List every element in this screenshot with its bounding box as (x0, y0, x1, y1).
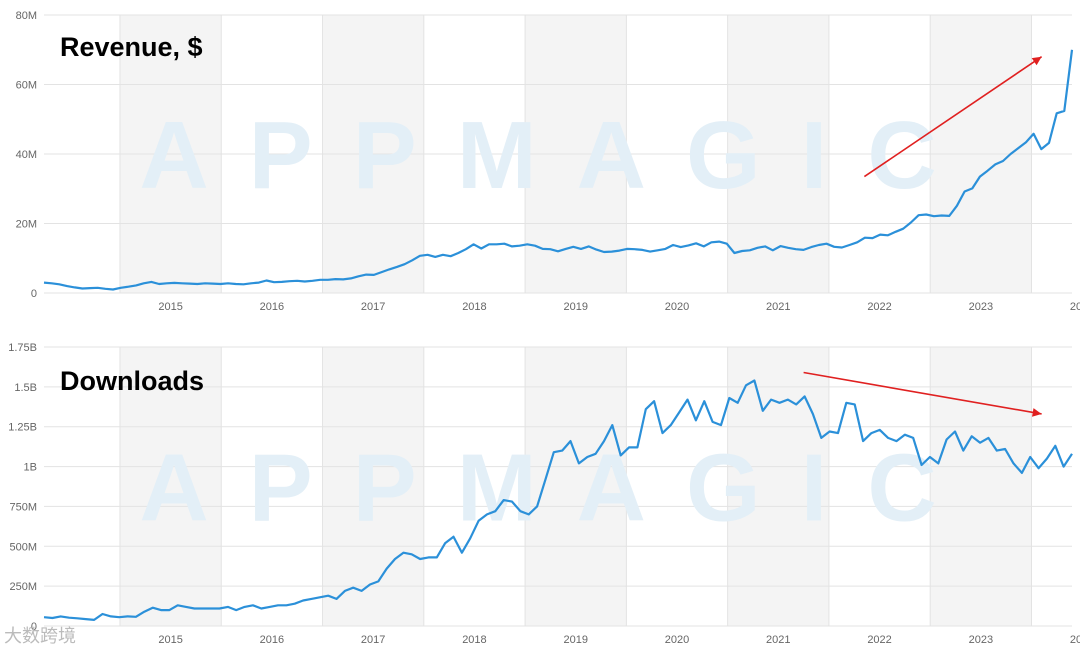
downloads-y-tick-label: 1.25B (8, 422, 37, 434)
revenue-trend-arrowhead (1031, 56, 1042, 66)
revenue-chart-title: Revenue, $ (60, 32, 203, 62)
downloads-year-band (727, 347, 829, 626)
downloads-x-tick-label: 2018 (462, 634, 486, 646)
revenue-y-tick-label: 20M (16, 219, 37, 231)
revenue-x-tick-label: 2020 (665, 301, 689, 313)
downloads-y-tick-label: 250M (9, 581, 37, 593)
downloads-x-tick-label: 2015 (158, 634, 182, 646)
downloads-trend-arrowhead (1032, 408, 1042, 417)
downloads-year-band (930, 347, 1032, 626)
corner-watermark: 大数跨境 (4, 626, 76, 647)
downloads-x-tick-label: 2019 (563, 634, 587, 646)
downloads-y-tick-label: 1.75B (8, 342, 37, 354)
revenue-y-tick-label: 40M (16, 149, 37, 161)
revenue-y-tick-label: 80M (16, 10, 37, 22)
downloads-x-tick-label: 2022 (867, 634, 891, 646)
downloads-x-tick-label: 2016 (260, 634, 284, 646)
revenue-y-tick-label: 60M (16, 80, 37, 92)
revenue-x-tick-label: 2024 (1070, 301, 1080, 313)
downloads-year-band (322, 347, 424, 626)
downloads-series-line (43, 379, 1073, 621)
revenue-chart: 0 20M 40M 60M 80M APPMAGIC 2015 2016 2017 2018 201… (0, 0, 1080, 320)
revenue-x-tick-label: 2015 (158, 301, 182, 313)
downloads-y-tick-label: 500M (9, 541, 37, 553)
downloads-trend-arrow (803, 371, 1042, 415)
downloads-year-band (119, 347, 222, 626)
downloads-x-tick-label: 2024 (1070, 634, 1080, 646)
revenue-watermark: APPMAGIC (139, 102, 976, 209)
downloads-x-tick-label: 2021 (766, 634, 790, 646)
revenue-x-tick-label: 2023 (969, 301, 993, 313)
revenue-x-tick-label: 2019 (563, 301, 587, 313)
downloads-chart-svg: 0 250M 500M 750M 1B 1.25B 1.5B 1.75B APPMAGIC 201… (8, 342, 1080, 646)
downloads-year-band (525, 347, 627, 626)
downloads-y-tick-label: 750M (9, 501, 37, 513)
downloads-x-tick-label: 2020 (665, 634, 689, 646)
revenue-chart-svg: 0 20M 40M 60M 80M APPMAGIC 2015 2016 2017 2018 201… (16, 10, 1080, 313)
revenue-x-tick-label: 2017 (361, 301, 385, 313)
downloads-y-tick-label: 1.5B (14, 382, 37, 394)
downloads-chart-title: Downloads (60, 366, 205, 396)
revenue-x-tick-label: 2016 (260, 301, 284, 313)
downloads-x-tick-label: 2023 (969, 634, 993, 646)
revenue-x-tick-label: 2022 (867, 301, 891, 313)
downloads-y-tick-label: 0 (31, 621, 37, 633)
downloads-x-tick-label: 2017 (361, 634, 385, 646)
revenue-y-tick-label: 0 (31, 288, 37, 300)
revenue-x-tick-label: 2021 (766, 301, 790, 313)
revenue-series-line (43, 49, 1074, 291)
revenue-x-tick-label: 2018 (462, 301, 486, 313)
downloads-y-tick-label: 1B (24, 462, 37, 474)
revenue-trend-arrow (863, 56, 1043, 178)
downloads-chart: 0 250M 500M 750M 1B 1.25B 1.5B 1.75B APPMAGIC 201… (0, 330, 1080, 657)
downloads-watermark: APPMAGIC (139, 435, 976, 542)
